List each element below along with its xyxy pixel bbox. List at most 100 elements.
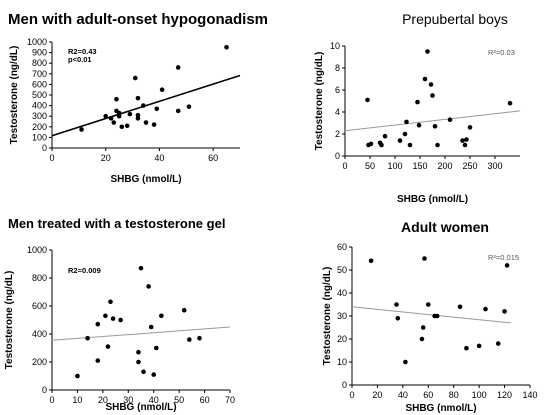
- data-point: [428, 82, 434, 87]
- data-point: [103, 113, 109, 119]
- y-tick-label: 60: [337, 242, 347, 252]
- data-point: [103, 313, 108, 319]
- y-tick-label: 2: [335, 129, 340, 139]
- x-tick-label: 70: [225, 395, 235, 405]
- trend-line: [344, 110, 521, 132]
- x-tick-label: 10: [72, 395, 82, 405]
- data-point: [159, 313, 164, 319]
- y-axis-label: Testosterone (ng/dL): [314, 52, 325, 151]
- data-point: [141, 103, 146, 108]
- x-axis-label: SHBG (nmol/L): [405, 403, 476, 414]
- data-point: [111, 120, 117, 125]
- y-tick-label: 0: [42, 143, 47, 153]
- data-point: [425, 49, 430, 54]
- data-point: [135, 95, 141, 101]
- x-axis-label: SHBG (nmol/L): [397, 194, 468, 205]
- y-tick-label: 6: [335, 85, 340, 95]
- stat-annotation: R²=0.015: [488, 253, 519, 262]
- data-point: [464, 345, 469, 351]
- y-tick-label: 200: [32, 357, 47, 367]
- y-tick-label: 50: [337, 265, 347, 275]
- data-point: [435, 142, 440, 148]
- x-tick-label: 100: [472, 390, 487, 400]
- data-point: [127, 111, 133, 117]
- trend-line: [51, 326, 231, 341]
- data-point: [425, 302, 431, 307]
- trend-line: [51, 74, 241, 137]
- data-point: [460, 138, 465, 143]
- data-point: [175, 65, 181, 70]
- data-point: [395, 316, 401, 321]
- x-tick-label: 40: [398, 390, 408, 400]
- data-point: [416, 122, 422, 128]
- data-point: [143, 120, 149, 125]
- data-point: [419, 336, 425, 342]
- data-point: [403, 359, 408, 365]
- y-axis-label: Testosterone (ng/dL): [9, 46, 20, 145]
- data-point: [432, 124, 438, 129]
- data-point: [467, 125, 473, 130]
- data-point: [136, 359, 141, 365]
- y-tick-label: 4: [335, 107, 340, 117]
- x-tick-label: 60: [423, 390, 433, 400]
- data-point: [108, 116, 114, 121]
- x-tick-label: 0: [342, 161, 347, 171]
- y-tick-label: 600: [32, 79, 47, 89]
- chart-panel-2: Prepubertal boys 0 50 100 150 200 250 300 0 2 4 6 8 1…: [314, 11, 521, 205]
- data-point: [136, 349, 141, 355]
- y-tick-label: 1000: [27, 37, 47, 47]
- y-tick-label: 500: [32, 90, 47, 100]
- data-point: [197, 335, 202, 341]
- data-point: [422, 256, 427, 261]
- data-point: [175, 108, 181, 114]
- data-point: [420, 325, 426, 330]
- chart-panel-1: Men with adult-onset hypogonadism 0 20 40 60…: [8, 11, 268, 185]
- data-point: [119, 124, 125, 130]
- data-point: [95, 358, 101, 363]
- data-point: [132, 75, 138, 81]
- data-point: [186, 104, 192, 109]
- data-point: [504, 263, 510, 268]
- x-tick-label: 200: [437, 161, 452, 171]
- y-tick-label: 800: [32, 58, 47, 68]
- x-tick-label: 60: [200, 395, 210, 405]
- data-point: [365, 97, 370, 103]
- y-tick-label: 800: [32, 273, 47, 283]
- x-tick-label: 20: [101, 153, 111, 163]
- data-point: [154, 106, 160, 112]
- y-tick-label: 700: [32, 69, 47, 79]
- x-axis-label: SHBG (nmol/L): [110, 174, 181, 185]
- data-point: [502, 309, 507, 314]
- x-tick-label: 20: [372, 390, 382, 400]
- y-tick-label: 900: [32, 48, 47, 58]
- data-point: [187, 337, 192, 342]
- y-tick-label: 100: [32, 132, 47, 142]
- y-tick-label: 400: [32, 101, 47, 111]
- data-point: [75, 373, 80, 379]
- data-point: [148, 324, 154, 330]
- x-tick-label: 300: [487, 161, 502, 171]
- data-point: [85, 335, 90, 341]
- chart-title: Men with adult-onset hypogonadism: [8, 11, 268, 28]
- data-point: [495, 341, 501, 346]
- x-tick-label: 60: [208, 153, 218, 163]
- data-point: [407, 142, 413, 148]
- data-point: [151, 122, 157, 127]
- data-point: [116, 110, 122, 116]
- data-point: [116, 113, 122, 119]
- data-point: [79, 127, 84, 132]
- x-tick-label: 140: [522, 390, 537, 400]
- y-tick-label: 400: [32, 329, 47, 339]
- stat-annotation: p<0.01: [68, 55, 92, 64]
- y-tick-label: 0: [42, 385, 47, 395]
- y-tick-label: 0: [342, 380, 347, 390]
- data-point: [141, 369, 146, 375]
- data-point: [394, 302, 399, 307]
- y-axis-label: Testosterone (ng/dL): [322, 267, 333, 366]
- data-point: [368, 141, 374, 147]
- data-point: [114, 96, 119, 102]
- data-point: [415, 99, 420, 105]
- x-tick-label: 40: [149, 395, 159, 405]
- data-point: [430, 93, 435, 98]
